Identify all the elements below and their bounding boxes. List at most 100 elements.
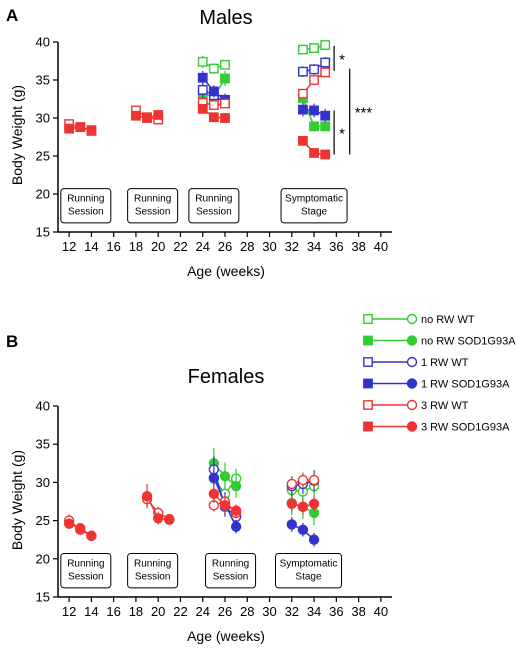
y-tick-label: 15 [36,225,50,240]
data-point [309,43,319,53]
data-point [308,474,320,486]
data-point [197,84,208,95]
data-point [309,121,319,132]
data-point [220,59,230,70]
series-3RW_SOD [64,103,331,160]
annotation-box-text: Session [196,207,232,218]
annotation-box-text: Session [135,571,171,582]
legend-entry: 3 RW SOD1G93A [363,421,510,434]
annotation-box-text: Running [67,194,104,205]
legend-square [363,335,373,346]
series-noRW_WT [197,40,331,74]
x-tick-label: 16 [106,239,120,254]
annotation-box-frame [60,188,112,224]
data-point [86,126,97,136]
legend-circle [406,356,418,368]
legend-label: no RW WT [421,314,475,326]
annotation-box: Symptomatic Stage [275,552,342,589]
series-3RW_SOD [63,483,320,542]
y-tick-label: 30 [36,111,50,126]
legend-entry: 1 RW WT [363,356,469,369]
data-point [298,135,308,146]
annotation-box-text: Running [212,558,249,569]
legend-square [363,314,373,324]
x-tick-label: 20 [151,604,165,619]
y-tick-label: 40 [36,35,50,50]
annotation-box-text: Stage [301,207,328,218]
annotation-box-frame [275,552,342,589]
x-tick-label: 22 [173,239,187,254]
significance-label: * [339,125,345,142]
y-tick-label: 35 [36,73,50,88]
data-point [75,523,86,534]
axes-males: 15 20 25 30 35 40 12 14 16 18 20 22 24 26 28 30 32 34 36 38… [36,35,392,254]
legend-entry: no RW SOD1G93A [363,335,516,348]
x-tick-label: 40 [374,239,388,254]
y-tick-label: 30 [36,475,50,490]
legend-circle [406,378,418,389]
data-point [63,518,75,529]
x-tick-label: 20 [151,239,165,254]
y-tick-label: 25 [36,513,50,528]
annotation-box-frame [127,552,179,589]
annotation-box-text: Running [67,558,104,569]
data-point [208,63,219,74]
annotation-box-text: Symptomatic [285,194,343,205]
data-point [219,500,231,511]
data-point [75,122,86,133]
data-point [208,472,220,484]
y-tick-label: 25 [36,149,50,164]
data-point [152,513,164,524]
legend-square [363,357,373,367]
data-point [220,98,230,109]
panel-females: B Females Age (weeks) Body Weight (g) 15… [6,332,392,644]
data-point [297,524,309,535]
annotation-box-frame [188,188,240,224]
panel-label-a: A [6,6,18,25]
x-tick-label: 14 [84,239,98,254]
y-tick-label: 20 [36,187,50,202]
x-tick-label: 30 [262,239,276,254]
x-tick-label: 28 [240,604,254,619]
legend-circle [406,335,418,346]
x-tick-label: 16 [106,604,120,619]
chart-title-females: Females [188,366,265,388]
legend-entry: 3 RW WT [363,399,469,412]
x-tick-label: 18 [129,604,143,619]
annotation-boxes-males: Running Session Running Session Running Sessi… [60,188,348,224]
x-tick-label: 24 [195,604,209,619]
data-point [220,73,230,84]
significance-markers-males: ***** [333,45,372,155]
x-tick-label: 12 [62,239,76,254]
y-axis-label-females: Body Weight (g) [9,450,25,550]
data-point [309,148,319,158]
data-point [320,57,331,68]
data-point [86,530,97,542]
data-point [286,519,297,530]
annotation-box-text: Running [195,194,232,205]
x-tick-label: 34 [307,239,321,254]
legend-circle [406,421,418,432]
data-point [320,67,331,78]
annotation-box-text: Running [134,558,171,569]
data-point [286,498,297,509]
legend-entry: no RW WT [363,313,475,326]
legend: no RW WT no RW SOD1G93A 1 RW WT 1 RW SOD1G9… [363,313,516,434]
x-tick-label: 40 [374,604,388,619]
data-point [208,112,219,123]
x-tick-label: 24 [195,239,209,254]
data-point [298,44,308,55]
legend-circle [406,399,418,411]
data-point [298,88,308,99]
annotation-box: Running Session [188,188,240,224]
data-point [230,521,242,532]
data-point [131,110,141,121]
data-point [208,86,219,97]
significance-label: * [339,51,345,68]
annotation-box-frame [127,188,179,224]
data-point [64,123,75,134]
data-point [320,121,331,132]
x-tick-label: 38 [351,604,365,619]
annotation-box-text: Session [68,571,104,582]
